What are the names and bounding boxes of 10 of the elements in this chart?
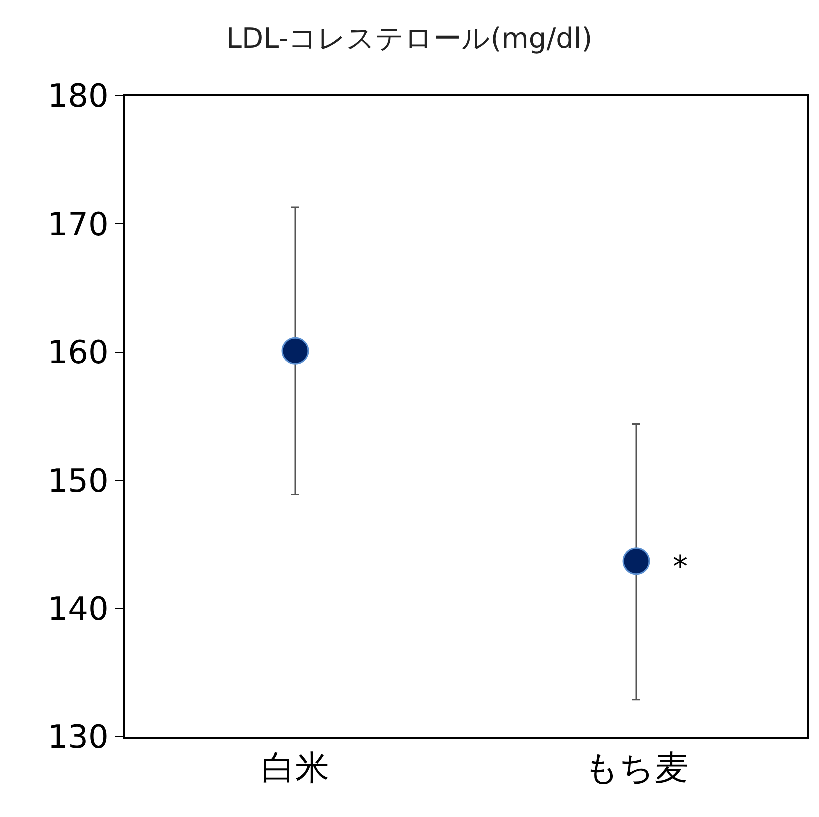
y-tick-label: 140: [48, 590, 109, 628]
y-tick-label: 170: [48, 205, 109, 244]
y-tick-label: 180: [48, 77, 109, 116]
x-tick-label: もち麦: [584, 748, 688, 789]
chart-title: LDL-コレステロール(mg/dl): [226, 22, 593, 56]
x-tick-label: 白米: [262, 748, 330, 789]
annotation: *: [673, 550, 688, 585]
y-tick-label: 160: [48, 334, 109, 372]
y-tick-label: 130: [48, 718, 109, 756]
y-tick-label: 150: [48, 462, 109, 500]
